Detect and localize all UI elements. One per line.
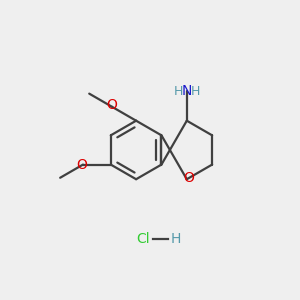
Text: N: N: [182, 84, 192, 98]
Text: H: H: [174, 85, 183, 98]
Text: O: O: [183, 172, 194, 185]
Text: O: O: [76, 158, 87, 172]
Text: H: H: [171, 232, 181, 245]
Text: H: H: [190, 85, 200, 98]
Text: O: O: [106, 98, 117, 112]
Text: Cl: Cl: [136, 232, 150, 245]
